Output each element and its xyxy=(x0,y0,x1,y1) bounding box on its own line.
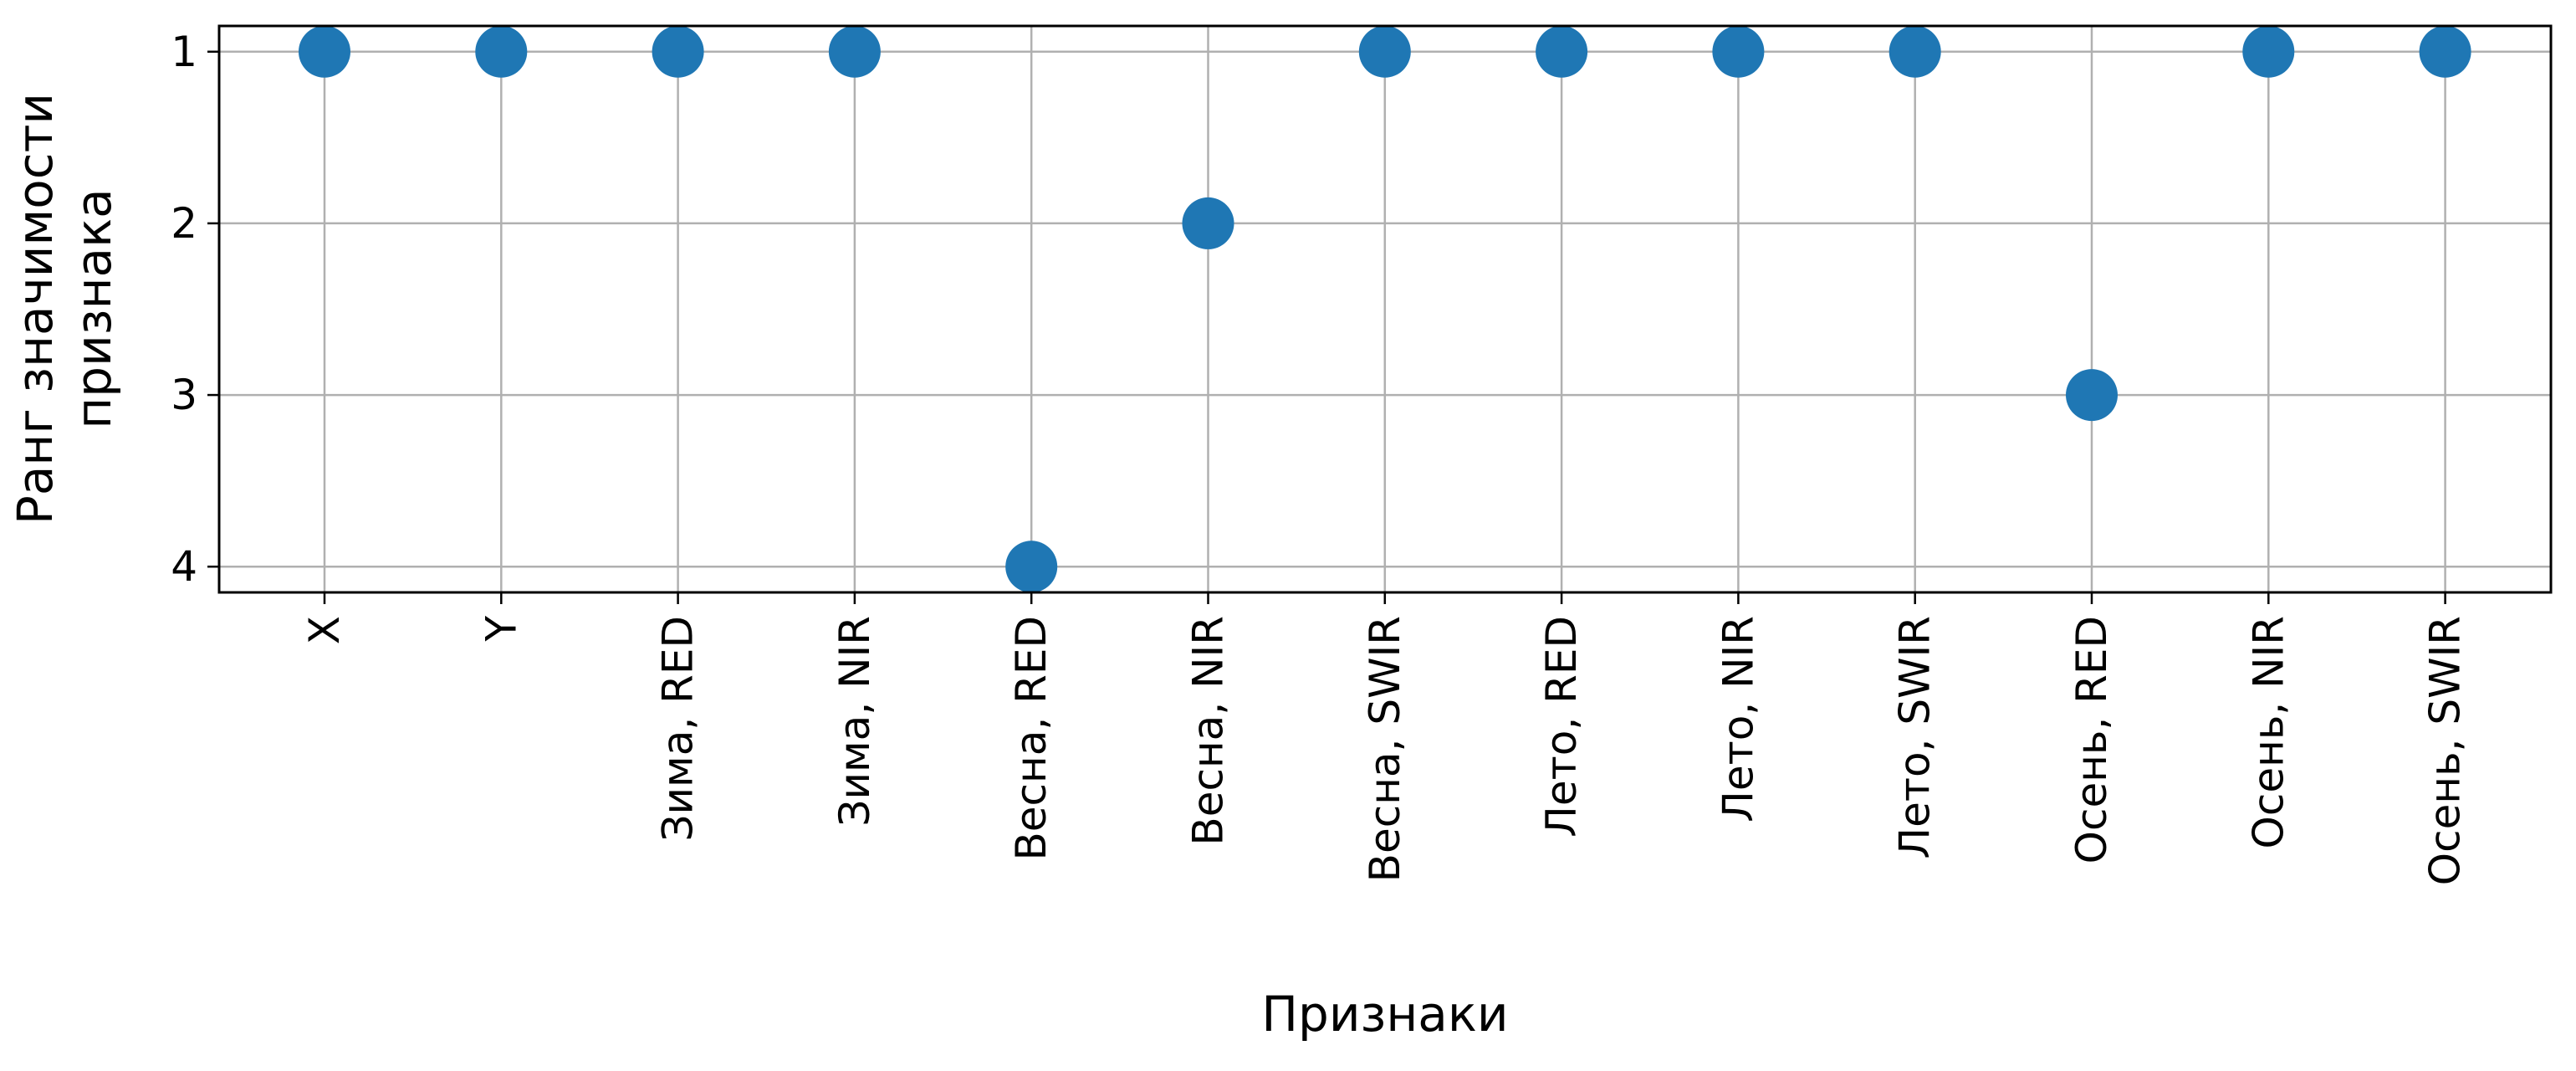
y-tick-label: 1 xyxy=(171,28,197,76)
x-tick-label: Весна, NIR xyxy=(1184,616,1233,846)
data-points xyxy=(299,25,2471,593)
data-point xyxy=(1005,541,1058,593)
y-tick-label: 4 xyxy=(171,542,197,591)
grid xyxy=(219,26,2551,592)
data-point xyxy=(299,25,350,78)
y-tick-label: 3 xyxy=(171,371,197,419)
y-axis-ticks: 1 2 3 4 xyxy=(171,28,219,591)
x-tick-label: Осень, NIR xyxy=(2244,616,2292,848)
x-tick-label: Осень, SWIR xyxy=(2421,616,2470,885)
data-point xyxy=(475,25,528,78)
x-tick-label: Осень, RED xyxy=(2067,616,2116,863)
y-tick-label: 2 xyxy=(171,199,197,248)
data-point xyxy=(2066,369,2118,422)
y-axis-label-line-2: признака xyxy=(65,188,122,428)
data-point xyxy=(1712,25,1765,78)
x-tick-label: X xyxy=(300,616,349,644)
data-point xyxy=(1889,25,1941,78)
y-axis-label-line-1: Ранг значимости xyxy=(7,93,64,525)
data-point xyxy=(1358,25,1411,78)
x-tick-label: Зима, NIR xyxy=(831,616,879,827)
data-point xyxy=(1182,197,1234,249)
x-tick-label: Зима, RED xyxy=(654,616,703,842)
x-axis-ticks: X Y Зима, RED Зима, NIR Весна, RED Весна, NIR… xyxy=(300,592,2470,885)
x-tick-label: Лето, SWIR xyxy=(1891,616,1940,859)
x-tick-label: Y xyxy=(477,616,525,643)
x-tick-label: Весна, RED xyxy=(1007,616,1055,861)
x-tick-label: Лето, RED xyxy=(1537,616,1586,838)
x-tick-label: Лето, NIR xyxy=(1714,616,1762,822)
data-point xyxy=(1536,25,1588,78)
data-point xyxy=(828,25,881,78)
x-axis-label: Признаки xyxy=(1261,986,1508,1043)
x-tick-label: Весна, SWIR xyxy=(1361,616,1409,882)
data-point xyxy=(652,25,704,78)
data-point xyxy=(2419,25,2471,78)
data-point xyxy=(2242,25,2295,78)
